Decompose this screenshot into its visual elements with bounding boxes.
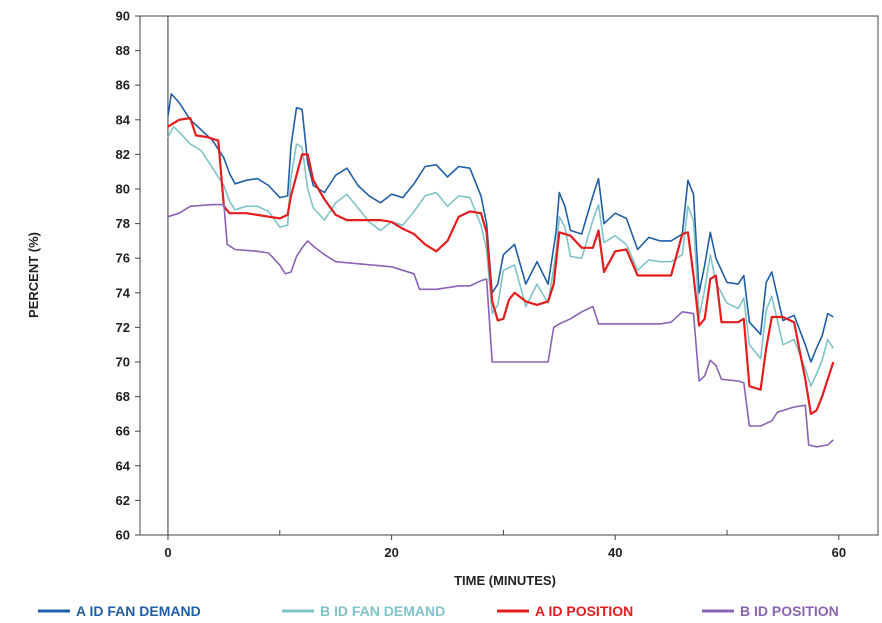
y-tick-label: 76 bbox=[116, 251, 130, 266]
series-line-1 bbox=[167, 93, 834, 363]
legend-label: B ID FAN DEMAND bbox=[320, 603, 445, 619]
y-tick-label: 60 bbox=[116, 528, 130, 543]
y-tick-label: 86 bbox=[116, 78, 130, 93]
y-tick-label: 70 bbox=[116, 355, 130, 370]
plot-frame bbox=[139, 15, 879, 536]
y-tick-label: 68 bbox=[116, 389, 130, 404]
x-tick-label: 40 bbox=[608, 545, 622, 560]
y-tick-label: 88 bbox=[116, 43, 130, 58]
y-tick-label: 74 bbox=[116, 285, 131, 300]
legend-label: A ID FAN DEMAND bbox=[76, 603, 201, 619]
legend-label: B ID POSITION bbox=[740, 603, 839, 619]
y-tick-label: 64 bbox=[116, 458, 131, 473]
y-axis: 60 62 64 66 68 70 72 74 76 78 80 82 84 86 88 90 bbox=[116, 9, 140, 543]
x-tick-label: 60 bbox=[832, 545, 846, 560]
x-axis: 0 20 40 60 bbox=[164, 530, 846, 560]
x-tick-label: 20 bbox=[384, 545, 398, 560]
legend-label: A ID POSITION bbox=[535, 603, 633, 619]
y-tick-label: 82 bbox=[116, 147, 130, 162]
series-layer bbox=[167, 93, 835, 448]
y-tick-label: 66 bbox=[116, 424, 130, 439]
series-line-2 bbox=[167, 125, 834, 387]
legend: A ID FAN DEMAND B ID FAN DEMAND A ID POSIT… bbox=[38, 603, 839, 619]
y-axis-title: PERCENT (%) bbox=[26, 232, 41, 318]
y-tick-label: 84 bbox=[116, 112, 131, 127]
y-tick-label: 72 bbox=[116, 320, 130, 335]
y-tick-label: 78 bbox=[116, 216, 130, 231]
y-tick-label: 90 bbox=[116, 9, 130, 24]
x-axis-title: TIME (MINUTES) bbox=[454, 573, 556, 588]
series-line-3 bbox=[167, 117, 835, 415]
series-line-4 bbox=[167, 203, 834, 448]
x-tick-label: 0 bbox=[164, 545, 171, 560]
y-tick-label: 62 bbox=[116, 493, 130, 508]
y-tick-label: 80 bbox=[116, 182, 130, 197]
